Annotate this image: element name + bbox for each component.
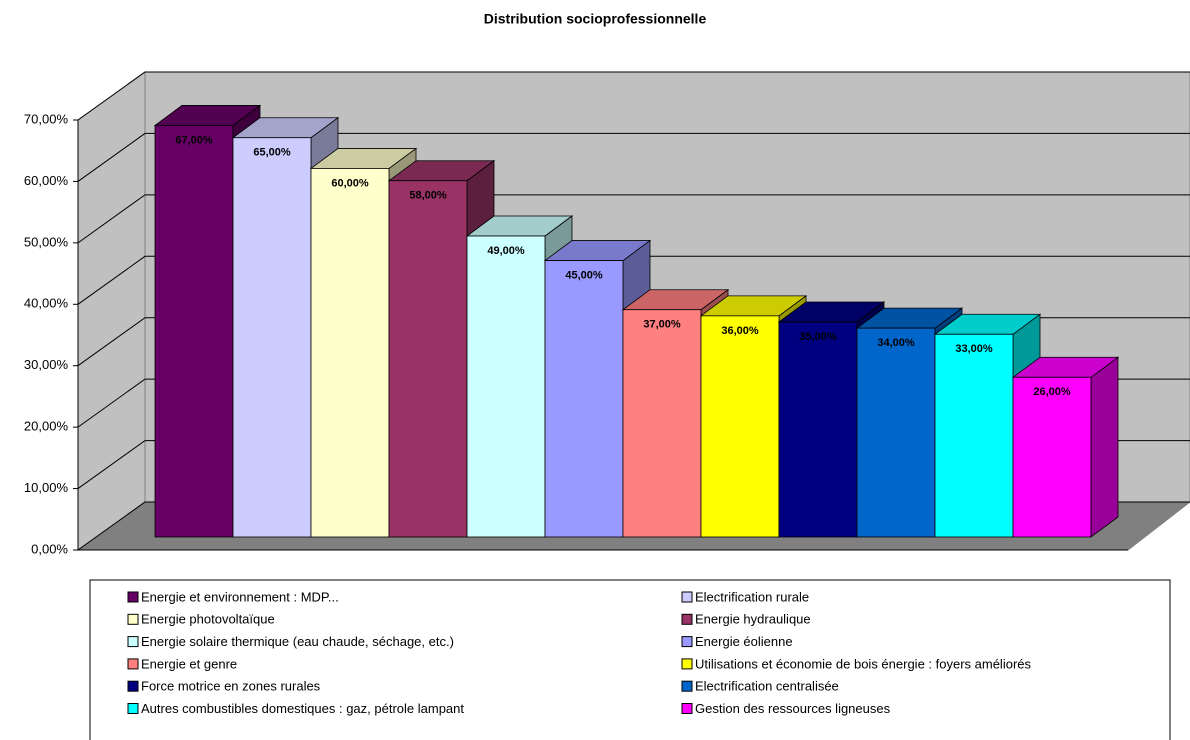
grid-line <box>77 194 1190 244</box>
value-label: 36,00% <box>721 325 759 337</box>
bar <box>622 309 702 538</box>
chart-title: Distribution socioprofessionnelle <box>484 11 707 27</box>
legend-box <box>89 579 1171 740</box>
bar <box>934 333 1014 538</box>
value-label: 60,00% <box>331 177 369 189</box>
bar <box>700 315 780 538</box>
legend-swatch <box>127 680 139 692</box>
legend-label: Energie éolienne <box>695 634 793 649</box>
grid-line <box>77 71 1190 121</box>
y-tick-label: 70,00% <box>24 111 69 126</box>
legend-swatch <box>681 680 693 692</box>
legend-label: Energie hydraulique <box>695 612 811 627</box>
value-label: 33,00% <box>955 343 993 355</box>
bar <box>232 137 312 538</box>
bar-side <box>1090 356 1119 538</box>
grid-line <box>77 255 1190 305</box>
bar <box>856 327 936 538</box>
y-tick-label: 10,00% <box>24 480 69 495</box>
legend-swatch <box>681 703 693 714</box>
legend-swatch <box>127 658 139 670</box>
legend-label: Energie et environnement : MDP... <box>141 589 339 604</box>
legend-swatch <box>127 636 139 648</box>
value-label: 37,00% <box>643 319 681 331</box>
legend-swatch <box>127 591 139 603</box>
grid-line <box>77 132 1190 182</box>
legend-label: Utilisations et économie de bois énergie… <box>695 656 1032 671</box>
legend-swatch <box>681 613 693 625</box>
legend-label: Energie photovoltaïque <box>141 612 275 627</box>
y-tick-label: 20,00% <box>24 419 69 434</box>
legend-label: Force motrice en zones rurales <box>141 679 321 694</box>
value-label: 35,00% <box>799 331 837 343</box>
value-label: 34,00% <box>877 337 915 349</box>
bar <box>778 321 858 538</box>
legend-label: Energie solaire thermique (eau chaude, s… <box>141 634 454 649</box>
legend-label: Energie et genre <box>141 656 237 671</box>
y-tick-label: 40,00% <box>24 296 69 311</box>
y-tick-label: 60,00% <box>24 173 69 188</box>
value-label: 58,00% <box>409 190 447 202</box>
bar <box>154 125 234 538</box>
bar <box>544 260 624 538</box>
bar <box>310 168 390 538</box>
legend-label: Autres combustibles domestiques : gaz, p… <box>141 701 464 716</box>
legend-label: Electrification rurale <box>695 589 809 604</box>
legend-label: Gestion des ressources ligneuses <box>695 701 891 716</box>
legend-swatch <box>127 703 139 714</box>
bar <box>1012 376 1092 538</box>
value-label: 67,00% <box>175 134 213 146</box>
value-label: 26,00% <box>1033 386 1071 398</box>
bar <box>466 235 546 538</box>
value-label: 65,00% <box>253 147 291 159</box>
y-tick-label: 0,00% <box>31 541 68 556</box>
left-wall <box>77 71 146 551</box>
legend-swatch <box>681 658 693 670</box>
y-tick-label: 50,00% <box>24 234 69 249</box>
value-label: 45,00% <box>565 269 603 281</box>
bar <box>388 180 468 538</box>
legend-label: Electrification centralisée <box>695 679 839 694</box>
legend-swatch <box>681 591 693 603</box>
legend-swatch <box>127 613 139 625</box>
y-tick-label: 30,00% <box>24 357 69 372</box>
value-label: 49,00% <box>487 245 525 257</box>
legend-swatch <box>681 636 693 648</box>
